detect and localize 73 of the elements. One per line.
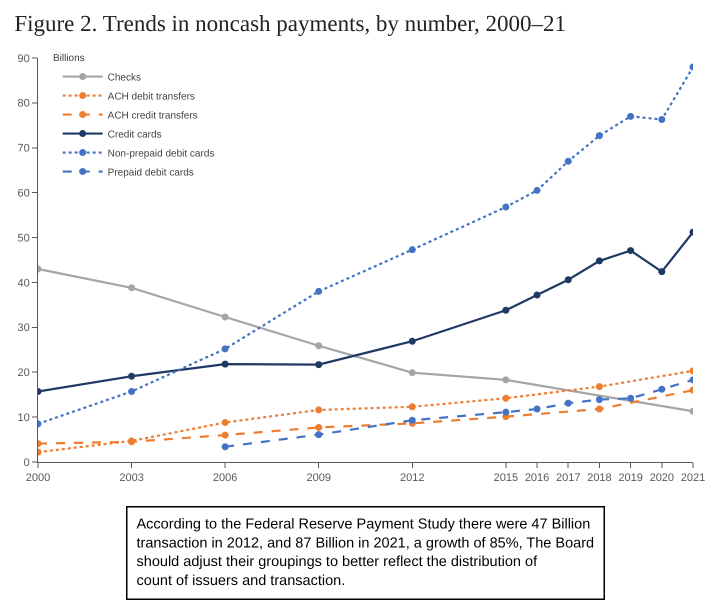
- legend-label: Checks: [108, 72, 142, 84]
- point: [658, 386, 666, 393]
- point: [315, 406, 322, 414]
- point: [564, 158, 572, 165]
- text: According to the Federal Reserve Payment Study there were 47 Billion transaction in 2012, and 87 Billion in 2021, a growth of 85%, The Board should adjust their groupings to better reflect the distribution of count of issuers and transaction.: [136, 516, 594, 590]
- legend-label: Prepaid debit cards: [108, 167, 194, 178]
- y-tick-label: 80: [18, 98, 30, 110]
- point: [534, 186, 541, 194]
- point: [564, 276, 572, 284]
- x-tick-label: 2012: [400, 472, 425, 484]
- point: [627, 112, 634, 120]
- point: [627, 247, 634, 254]
- x-tick-label: 2017: [556, 472, 580, 484]
- x-tick-label: 2016: [524, 472, 550, 484]
- y-tick-label: 50: [18, 232, 30, 244]
- y-tick-label: 0: [24, 456, 30, 469]
- point: [408, 246, 416, 254]
- legend-label: Credit cards: [108, 129, 162, 140]
- y-tick-label: 90: [18, 52, 30, 65]
- point: [222, 443, 229, 450]
- y-tick-label: 20: [18, 367, 30, 380]
- y-tick-label: 60: [18, 188, 30, 200]
- point: [502, 204, 510, 211]
- point: [222, 314, 229, 321]
- point: [408, 338, 416, 345]
- point: [315, 431, 322, 438]
- x-tick-label: 2015: [494, 472, 518, 484]
- point: [128, 388, 136, 396]
- point: [222, 432, 229, 439]
- point: [627, 394, 634, 402]
- point: [596, 406, 603, 413]
- y-axis-title: Billions: [53, 53, 85, 64]
- point: [658, 268, 666, 276]
- point: [315, 342, 322, 350]
- point: [315, 288, 322, 295]
- point: [128, 372, 136, 380]
- x-tick-label: 2003: [119, 472, 144, 484]
- point: [564, 400, 572, 407]
- legend-label: ACH debit transfers: [108, 91, 195, 102]
- y-tick-label: 70: [18, 142, 30, 155]
- point: [596, 396, 603, 404]
- point: [596, 383, 603, 390]
- point: [315, 361, 322, 368]
- legend-label: ACH credit transfers: [108, 110, 198, 122]
- point: [502, 306, 510, 314]
- point: [408, 403, 416, 410]
- x-tick-label: 2009: [306, 472, 331, 484]
- x-tick-label: 2000: [26, 472, 50, 484]
- y-tick-label: 30: [18, 322, 30, 334]
- point: [128, 284, 136, 292]
- legend-label: Non-prepaid debit cards: [108, 148, 214, 160]
- point: [534, 292, 541, 299]
- x-tick-label: 2021: [680, 472, 706, 484]
- point: [502, 376, 510, 384]
- y-tick-label: 40: [18, 277, 30, 290]
- point: [222, 360, 229, 368]
- x-tick-label: 2018: [587, 472, 612, 484]
- point: [502, 394, 510, 402]
- point: [222, 345, 229, 352]
- point: [502, 408, 510, 416]
- point: [534, 406, 541, 413]
- point: [658, 116, 666, 123]
- x-tick-label: 2019: [618, 472, 643, 484]
- point: [596, 132, 603, 140]
- point: [222, 419, 229, 426]
- point: [315, 424, 322, 431]
- point: [408, 369, 416, 376]
- point: [408, 416, 416, 424]
- chart-title: Figure 2. Trends in noncash payments, by number, 2000–21: [14, 11, 566, 36]
- x-tick-label: 2020: [650, 472, 674, 484]
- point: [596, 257, 603, 264]
- x-tick-label: 2006: [212, 472, 238, 484]
- y-tick-label: 10: [18, 412, 30, 424]
